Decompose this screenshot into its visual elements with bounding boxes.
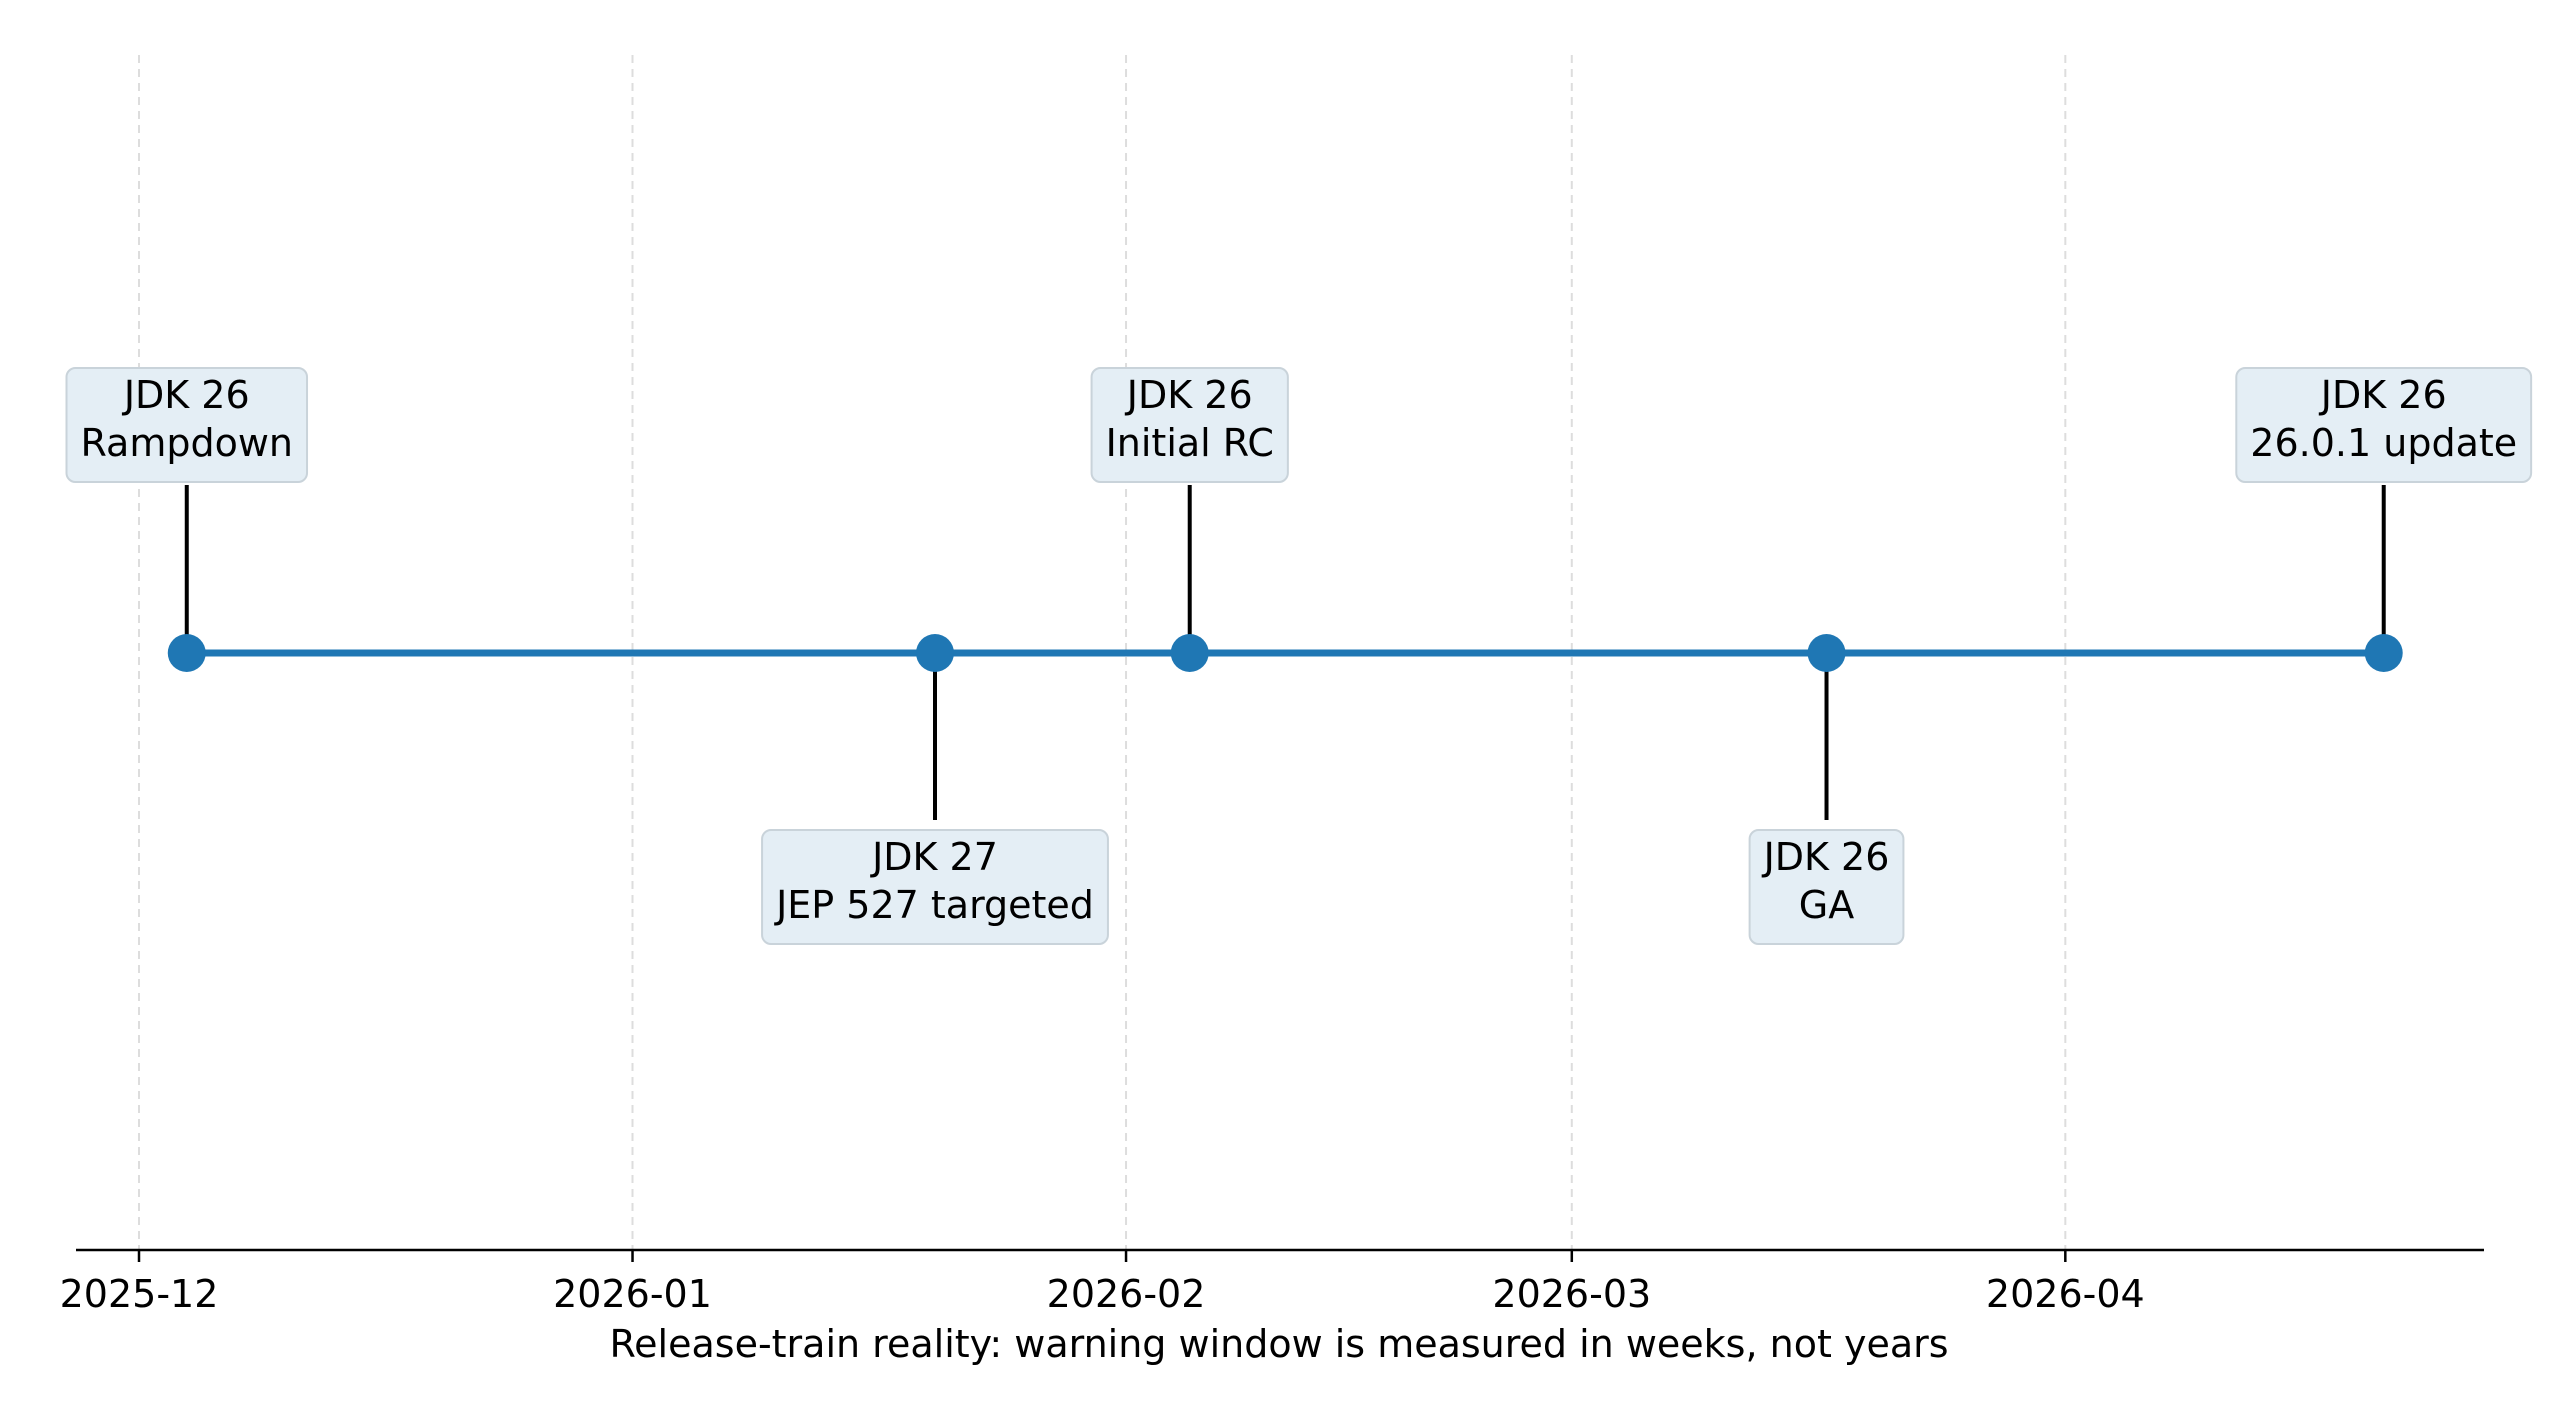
annotation-box (65, 367, 309, 483)
x-tick-label: 2025-12 (60, 1272, 219, 1316)
x-tick-label: 2026-03 (1492, 1272, 1651, 1316)
x-tick-label: 2026-01 (553, 1272, 712, 1316)
annotation-box (761, 829, 1109, 945)
event-stems (184, 485, 2386, 820)
event-marker (1807, 634, 1846, 672)
annotation-line-1: JDK 26 (2319, 373, 2447, 417)
x-tick-label: 2026-04 (1986, 1272, 2145, 1316)
annotation-line-2: JEP 527 targeted (774, 883, 1094, 927)
annotation-line-1: JDK 26 (1125, 373, 1253, 417)
annotation-line-1: JDK 26 (1762, 835, 1890, 879)
x-axis-label: Release-train reality: warning window is… (609, 1322, 1948, 1366)
annotation-box (1748, 829, 1905, 945)
event-marker (1170, 634, 1209, 672)
annotation-line-2: GA (1799, 883, 1854, 927)
annotation-line-2: Rampdown (80, 421, 293, 465)
event-markers (167, 634, 2403, 672)
grid-lines (138, 55, 2067, 1250)
event-marker (916, 634, 954, 672)
annotation-line-2: Initial RC (1106, 421, 1274, 465)
event-marker (167, 634, 206, 672)
x-axis-ticks: 2025-12 2026-01 2026-02 2026-03 2026-04 (60, 1250, 2145, 1316)
event-marker (2364, 634, 2403, 672)
annotation-box (2235, 367, 2533, 483)
annotation-line-1: JDK 27 (870, 835, 998, 879)
annotation-line-1: JDK 26 (122, 373, 250, 417)
annotation-line-2: 26.0.1 update (2250, 421, 2517, 465)
annotation-box (1090, 367, 1289, 483)
x-tick-label: 2026-02 (1047, 1272, 1206, 1316)
